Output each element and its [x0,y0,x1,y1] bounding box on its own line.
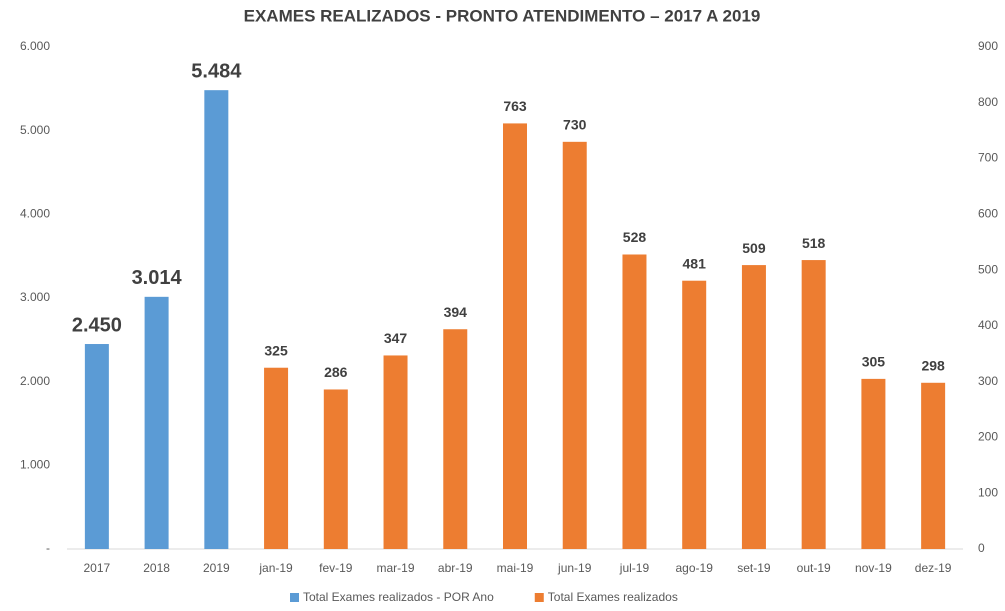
data-label: 298 [921,357,945,373]
legend-label: Total Exames realizados - POR Ano [303,590,494,604]
y-tick-label: 6.000 [20,39,50,53]
y-tick-label: 1.000 [20,458,50,472]
y-tick-label: - [46,541,50,555]
y2-tick-label: 200 [978,430,998,444]
x-tick-label: jun-19 [557,561,592,575]
bar [921,382,946,549]
data-label: 3.014 [132,267,183,289]
data-label: 509 [742,240,766,256]
bar [383,355,408,549]
y2-tick-label: 800 [978,95,998,109]
y2-tick-label: 0 [978,541,985,555]
data-label: 730 [563,117,587,133]
x-tick-label: dez-19 [915,561,952,575]
bar [801,260,826,549]
bar [562,141,587,550]
bar [84,344,109,549]
y-tick-label: 2.000 [20,374,50,388]
data-label: 518 [802,235,826,251]
x-tick-label: jan-19 [258,561,293,575]
y-tick-label: 3.000 [20,290,50,304]
bar [503,123,527,549]
x-tick-label: abr-19 [438,561,473,575]
data-label: 347 [384,330,408,346]
bar [741,265,766,549]
bar [204,90,229,549]
data-label: 394 [444,304,468,320]
x-tick-label: 2017 [84,561,111,575]
chart-title: EXAMES REALIZADOS - PRONTO ATENDIMENTO –… [244,6,761,25]
x-tick-label: 2018 [143,561,170,575]
bar [264,367,289,549]
legend-swatch [290,593,299,602]
bar [622,254,647,549]
x-tick-label: ago-19 [676,561,714,575]
data-label: 763 [503,98,527,114]
x-tick-label: 2019 [203,561,230,575]
y2-tick-label: 100 [978,485,998,499]
y-tick-label: 5.000 [20,123,50,137]
data-label: 5.484 [191,60,242,82]
y2-tick-label: 600 [978,207,998,221]
x-tick-label: set-19 [737,561,771,575]
x-tick-label: nov-19 [855,561,892,575]
x-tick-label: out-19 [797,561,831,575]
data-label: 2.450 [72,314,122,336]
bar [682,280,707,549]
data-label: 325 [264,342,288,358]
legend-label: Total Exames realizados [548,590,678,604]
y2-tick-label: 700 [978,151,998,165]
x-tick-label: jul-19 [619,561,650,575]
x-tick-label: mai-19 [497,561,534,575]
y-tick-label: 4.000 [20,207,50,221]
data-label: 528 [623,229,647,245]
data-label: 481 [683,255,707,271]
bar [443,329,468,549]
x-tick-label: fev-19 [319,561,353,575]
bar [861,378,886,549]
legend-swatch [534,593,544,602]
y2-tick-label: 400 [978,318,998,332]
bar [323,389,348,549]
y2-tick-label: 500 [978,262,998,276]
y2-tick-label: 300 [978,374,998,388]
x-tick-label: mar-19 [377,561,415,575]
y2-tick-label: 900 [978,39,998,53]
data-label: 286 [324,364,348,380]
data-label: 305 [862,354,886,370]
bar [144,296,169,549]
